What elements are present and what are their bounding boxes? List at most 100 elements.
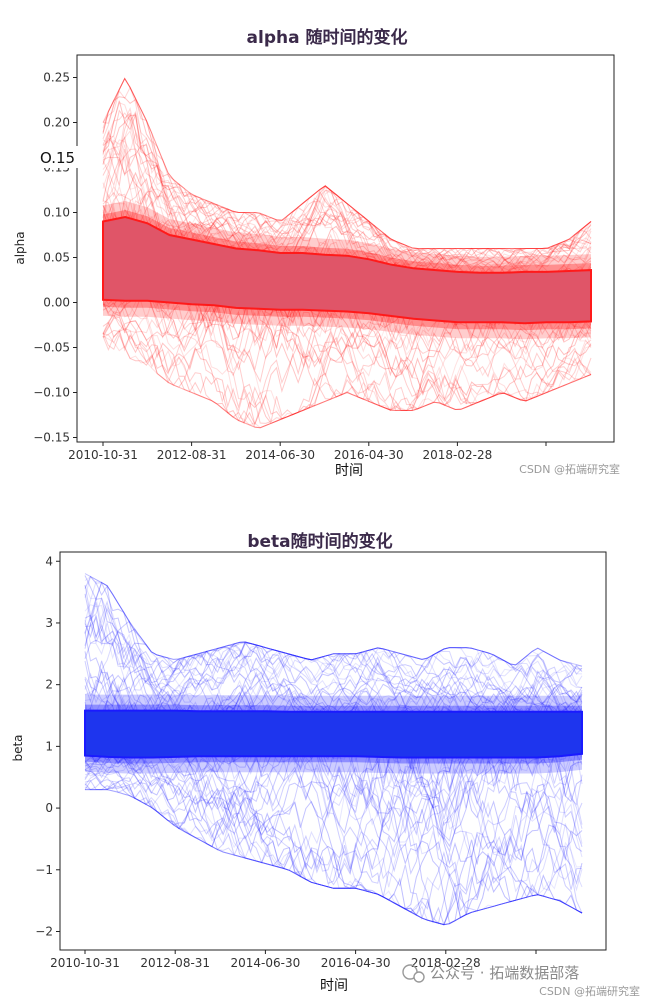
trajectory-line [84, 575, 583, 712]
trajectory-line [102, 301, 592, 429]
beta-x-ticks: 2010-10-31 2012-08-31 2014-06-30 2016-04-30… [50, 950, 537, 970]
trajectory-line [84, 779, 583, 926]
trajectory-line [102, 77, 592, 268]
trajectory-line [84, 614, 583, 705]
trajectory-line [84, 750, 583, 926]
trajectory-line [102, 132, 592, 273]
trajectory-line [84, 751, 583, 913]
trajectory-line [102, 129, 592, 302]
trajectory-line [84, 602, 583, 734]
x-tick-label: 2016-04-30 [321, 956, 391, 970]
trajectory-line [84, 769, 583, 916]
main-band [84, 709, 583, 759]
y-tick-label: 4 [45, 554, 53, 568]
alpha-y-axis-label: alpha [13, 231, 27, 264]
trajectory-line [84, 658, 583, 801]
trajectory-line [84, 683, 583, 887]
trajectory-line [84, 604, 583, 730]
beta-x-axis-label: 时间 [320, 978, 348, 994]
trajectory-line [84, 644, 583, 707]
trajectory-line [84, 731, 583, 889]
y-tick-label: 0.20 [43, 116, 70, 130]
trajectory-line [84, 765, 583, 880]
trajectory-line [102, 306, 592, 413]
trajectory-line [102, 77, 592, 255]
trajectory-line [84, 581, 583, 687]
trajectory-line [102, 321, 592, 425]
overlay-label-background [38, 146, 78, 168]
overlay-label: O.15 [40, 149, 75, 167]
beta-plot-frame [59, 551, 607, 951]
alpha-chart-title: alpha 随时间的变化 [247, 27, 408, 48]
wechat-icon [402, 964, 425, 983]
trajectory-line [102, 315, 592, 423]
trajectory-line [84, 584, 583, 704]
trajectory-line [102, 96, 592, 255]
trajectory-line [102, 185, 592, 268]
alpha-chart: alpha 随时间的变化 0.250.200.150.100.050.00−0.… [13, 27, 620, 479]
x-tick-label: 2018-02-28 [411, 956, 481, 970]
trajectory-line [84, 732, 583, 925]
x-tick-label: 2012-08-31 [157, 448, 227, 462]
trajectory-line [102, 107, 592, 270]
trajectory-line [84, 781, 583, 926]
trajectory-line [84, 745, 583, 878]
trajectory-line [85, 789, 583, 926]
x-tick-label: 2018-02-28 [423, 448, 493, 462]
trajectory-line [84, 596, 583, 703]
y-tick-label: 1 [45, 739, 53, 753]
main-band [102, 215, 592, 325]
x-tick-label: 2014-06-30 [245, 448, 315, 462]
trajectory-line [85, 789, 583, 926]
y-tick-label: −0.05 [33, 341, 70, 355]
trajectory-line [84, 621, 583, 739]
y-tick-label: 3 [45, 616, 53, 630]
x-tick-label: 2012-08-31 [140, 956, 210, 970]
trajectory-line [102, 316, 592, 426]
x-tick-label: 2010-10-31 [50, 956, 120, 970]
trajectory-line [84, 767, 583, 927]
csdn-watermark-bottom: CSDN @拓端研究室 [539, 984, 640, 998]
trajectory-line [84, 673, 583, 783]
trajectory-line [102, 100, 592, 281]
y-tick-label: 0 [45, 801, 53, 815]
alpha-y-ticks: 0.250.200.150.100.050.00−0.05−0.10−0.15 [33, 71, 77, 445]
alpha-x-ticks: 2010-10-31 2012-08-31 2014-06-30 2016-04-30… [68, 442, 547, 462]
trajectory-line [102, 267, 592, 411]
trajectory-line [102, 272, 592, 429]
wechat-watermark: 公众号 · 拓端数据部落 [430, 964, 579, 982]
trajectory-line [84, 575, 583, 689]
trajectory-line [84, 680, 583, 884]
trajectory-line [84, 766, 583, 926]
y-tick-label: 0.00 [43, 296, 70, 310]
trajectory-line [102, 77, 592, 293]
trajectory-line [84, 755, 583, 919]
alpha-x-axis-label: 时间 [335, 463, 363, 479]
trajectory-line [102, 253, 592, 406]
trajectory-line [102, 328, 592, 429]
y-tick-label: 0.05 [43, 251, 70, 265]
trajectory-line [84, 585, 583, 705]
csdn-watermark-top: CSDN @拓端研究室 [519, 462, 620, 476]
y-tick-label: −1 [35, 863, 53, 877]
trajectory-line [84, 573, 583, 706]
trajectory-line [84, 575, 583, 719]
trajectory-line [102, 156, 592, 252]
y-tick-label: −2 [35, 924, 53, 938]
y-tick-label: −0.15 [33, 431, 70, 445]
trajectory-line [102, 135, 592, 278]
trajectory-line [84, 631, 583, 727]
trajectory-line [84, 581, 583, 752]
alpha-plot-frame [76, 54, 615, 443]
trajectory-line [84, 641, 583, 709]
trajectory-line [84, 735, 583, 914]
trajectory-line [102, 110, 592, 292]
trajectory-line [102, 279, 592, 424]
trajectory-line [102, 295, 592, 429]
trajectory-line [85, 781, 583, 926]
x-tick-label: 2010-10-31 [68, 448, 138, 462]
trajectory-line [102, 112, 592, 269]
beta-band [84, 694, 583, 774]
trajectory-line [102, 77, 592, 276]
